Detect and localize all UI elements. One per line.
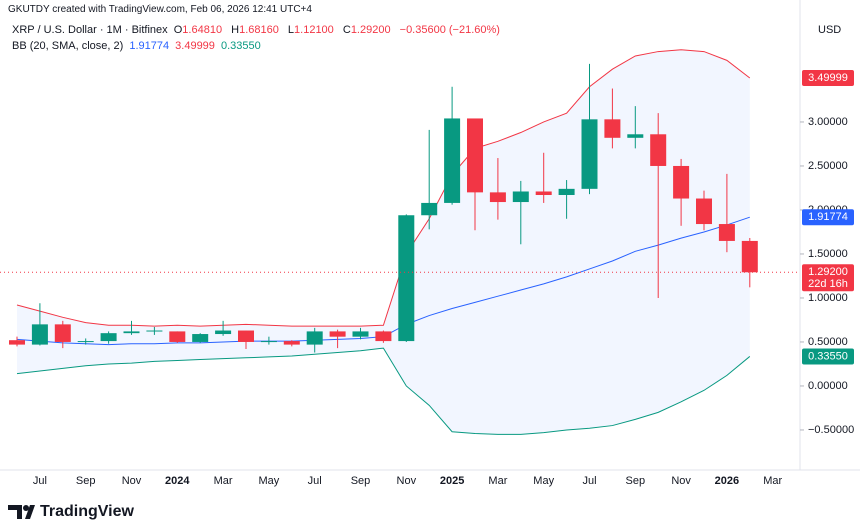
candle-body bbox=[31, 324, 48, 345]
y-tick-label: 1.00000 bbox=[808, 292, 848, 304]
x-tick-label: Jul bbox=[582, 475, 596, 487]
ohlc-prefix: H bbox=[231, 24, 240, 36]
candle-body bbox=[398, 215, 415, 342]
brand-name: TradingView bbox=[40, 503, 135, 520]
candle-body bbox=[581, 119, 598, 189]
symbol-title: XRP / U.S. Dollar · 1M · Bitfinex bbox=[12, 24, 168, 36]
currency: USD bbox=[818, 24, 841, 36]
x-tick-label: 2026 bbox=[715, 475, 739, 487]
ohlc-prefix: O bbox=[173, 24, 183, 36]
candle-body bbox=[558, 188, 575, 196]
ohlc-prefix: C bbox=[342, 24, 351, 36]
credit: GKUTDY created with TradingView.com, Feb… bbox=[8, 4, 312, 15]
ohlc-prefix: L bbox=[287, 24, 295, 36]
candle-body bbox=[352, 331, 369, 337]
candle-body bbox=[100, 333, 117, 342]
x-tick-label: Jul bbox=[33, 475, 47, 487]
candle-body bbox=[375, 331, 392, 342]
candle-body bbox=[512, 191, 529, 203]
ohlc-item: L1.12100 bbox=[288, 24, 337, 36]
band-tag bbox=[802, 348, 854, 365]
countdown: 22d 16h bbox=[808, 278, 848, 290]
y-tick-label: 0.00000 bbox=[808, 380, 848, 392]
candle-body bbox=[123, 331, 140, 334]
band-line bbox=[16, 347, 751, 435]
indicator-value: 0.33550 bbox=[220, 40, 261, 52]
candle-body bbox=[146, 330, 163, 332]
indicator-value: 1.91774 bbox=[129, 40, 170, 52]
x-tick-label: Mar bbox=[488, 475, 507, 487]
ohlc-item: O1.64810 bbox=[174, 24, 225, 36]
price-tag bbox=[802, 264, 854, 292]
ohlc-value: 1.12100 bbox=[294, 24, 334, 36]
candle-body bbox=[650, 134, 667, 166]
y-tick-label: −0.50000 bbox=[808, 424, 854, 436]
candle-body bbox=[741, 240, 758, 273]
x-tick-label: May bbox=[259, 475, 280, 487]
indicator-value: 3.49999 bbox=[175, 40, 215, 52]
price-legend: XRP / U.S. Dollar · 1M · Bitfinex O1.648… bbox=[12, 24, 503, 36]
candle-body bbox=[192, 334, 209, 342]
band-line bbox=[16, 49, 751, 327]
candle-body bbox=[54, 324, 71, 342]
x-tick-label: May bbox=[533, 475, 554, 487]
candle-body bbox=[696, 198, 712, 225]
y-tick-label: 2.50000 bbox=[808, 160, 848, 172]
price-tag-label: 1.29200 bbox=[808, 266, 848, 278]
candle-body bbox=[329, 331, 346, 337]
y-tick-label: 0.50000 bbox=[808, 336, 848, 348]
change: −0.35600 (−21.60%) bbox=[399, 24, 500, 36]
x-tick-label: Nov bbox=[671, 475, 691, 487]
candle-body bbox=[169, 331, 186, 342]
x-tick-label: Sep bbox=[351, 475, 371, 487]
x-tick-label: 2025 bbox=[440, 475, 464, 487]
candle-body bbox=[238, 330, 254, 342]
x-tick-label: Nov bbox=[122, 475, 142, 487]
candle-body bbox=[215, 330, 232, 335]
candle-body bbox=[260, 341, 277, 343]
candle-body bbox=[604, 119, 621, 138]
candle-body bbox=[535, 191, 552, 196]
candle-body bbox=[489, 192, 506, 203]
y-tick-label: 1.50000 bbox=[808, 248, 848, 260]
x-tick-label: Jul bbox=[308, 475, 322, 487]
band-tag bbox=[802, 69, 854, 86]
candle-body bbox=[77, 341, 94, 343]
brand-logo bbox=[8, 505, 35, 519]
candle-body bbox=[467, 118, 483, 193]
candle-body bbox=[444, 118, 461, 203]
candle-body bbox=[9, 340, 25, 345]
band-tag-label: 0.33550 bbox=[808, 350, 848, 362]
ohlc-value: 1.64810 bbox=[182, 24, 223, 36]
candle-body bbox=[673, 165, 690, 199]
candle-body bbox=[421, 202, 438, 216]
candle-body bbox=[306, 331, 323, 345]
x-tick-label: 2024 bbox=[165, 475, 190, 487]
y-tick-label: 3.00000 bbox=[808, 116, 848, 128]
ohlc-item: H1.68160 bbox=[231, 24, 282, 36]
indicator-label: BB (20, SMA, close, 2) bbox=[12, 40, 124, 52]
ohlc-value: 1.29200 bbox=[350, 24, 391, 36]
candle-body bbox=[283, 341, 300, 345]
x-tick-label: Mar bbox=[763, 475, 782, 487]
ohlc-value: 1.68160 bbox=[239, 24, 279, 36]
x-tick-label: Mar bbox=[214, 475, 233, 487]
band-tag-label: 3.49999 bbox=[808, 72, 848, 84]
x-tick-label: Sep bbox=[626, 475, 646, 487]
x-tick-label: Nov bbox=[397, 475, 417, 487]
band-fill bbox=[17, 49, 750, 435]
ohlc-item: C1.29200 bbox=[343, 24, 394, 36]
band-tag bbox=[802, 209, 854, 226]
x-tick-label: Sep bbox=[76, 475, 96, 487]
indicator-legend: BB (20, SMA, close, 2) 1.91774 3.49999 0… bbox=[12, 40, 264, 52]
candle-body bbox=[627, 134, 644, 138]
candle-body bbox=[718, 224, 735, 241]
band-tag-label: 1.91774 bbox=[808, 211, 848, 223]
